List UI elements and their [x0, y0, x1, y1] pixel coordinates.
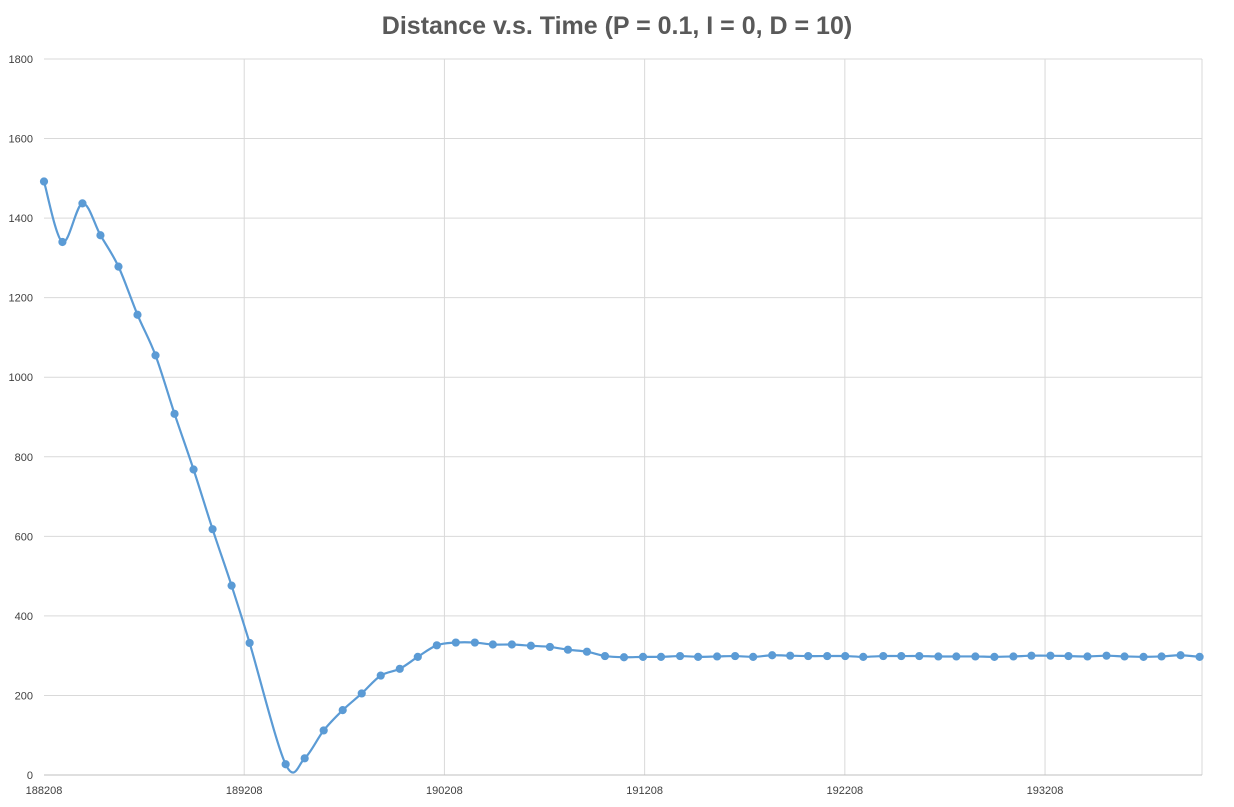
x-tick-label: 188208 — [26, 785, 63, 797]
y-tick-label: 1000 — [9, 372, 33, 384]
data-point — [545, 642, 555, 652]
data-point — [451, 638, 460, 647]
y-tick-label: 200 — [15, 690, 33, 702]
data-point — [656, 652, 666, 661]
x-tick-label: 190208 — [426, 785, 463, 797]
data-point — [915, 651, 924, 661]
y-tick-label: 1600 — [9, 134, 33, 146]
data-point — [300, 754, 309, 763]
data-point — [693, 652, 703, 661]
data-point — [563, 645, 573, 654]
y-tick-label: 800 — [15, 452, 33, 464]
data-point — [1064, 651, 1073, 661]
data-point — [395, 664, 404, 673]
data-point — [96, 231, 105, 240]
data-point — [1139, 652, 1148, 661]
data-point — [1157, 652, 1166, 661]
x-tick-label: 193208 — [1027, 785, 1064, 797]
data-point — [432, 641, 441, 650]
data-point — [749, 652, 758, 661]
data-point — [675, 651, 685, 661]
data-point — [1027, 651, 1036, 660]
data-point — [413, 652, 422, 661]
data-point — [786, 651, 795, 660]
data-point — [823, 651, 832, 661]
data-point — [151, 351, 160, 360]
data-point — [600, 651, 610, 661]
data-point — [526, 641, 536, 650]
data-point — [507, 640, 516, 649]
series-line — [42, 180, 1201, 774]
data-point — [1009, 652, 1018, 661]
data-point — [1195, 652, 1204, 661]
data-point — [859, 652, 868, 661]
data-point — [1083, 652, 1092, 661]
data-point — [1046, 651, 1055, 660]
data-point — [39, 177, 49, 186]
data-point — [1176, 651, 1185, 660]
x-tick-label: 192208 — [826, 785, 863, 797]
data-point — [619, 653, 629, 662]
data-point — [170, 409, 179, 418]
data-point — [934, 652, 943, 661]
data-point — [376, 671, 385, 680]
y-tick-label: 600 — [15, 531, 33, 543]
data-point — [133, 310, 142, 319]
data-point — [1120, 652, 1129, 661]
data-point — [488, 640, 497, 649]
data-point — [768, 651, 777, 660]
data-point — [58, 237, 67, 247]
data-point — [638, 652, 648, 661]
data-point — [338, 706, 347, 715]
y-tick-label: 1400 — [9, 213, 33, 225]
data-point — [357, 689, 366, 698]
y-tick-label: 1200 — [9, 293, 33, 305]
y-tick-label: 1800 — [9, 54, 33, 66]
data-point — [245, 638, 254, 648]
x-tick-label: 189208 — [226, 785, 263, 797]
data-point — [731, 651, 740, 661]
data-point — [712, 652, 722, 661]
data-point — [879, 651, 888, 661]
data-point — [990, 652, 999, 661]
data-point — [189, 465, 198, 474]
data-point — [281, 760, 290, 769]
data-point — [804, 651, 813, 661]
data-point — [841, 651, 850, 661]
data-point — [114, 262, 123, 271]
data-point — [78, 199, 87, 208]
data-point — [470, 638, 479, 647]
data-point — [952, 652, 961, 661]
data-point — [1102, 651, 1111, 660]
data-point — [227, 581, 236, 590]
y-tick-label: 400 — [15, 611, 33, 623]
y-tick-label: 0 — [27, 770, 33, 782]
data-point — [971, 652, 980, 661]
x-tick-label: 191208 — [626, 785, 663, 797]
data-point — [582, 647, 592, 656]
data-point — [208, 525, 217, 534]
data-point — [897, 651, 906, 661]
chart-title: Distance v.s. Time (P = 0.1, I = 0, D = … — [381, 12, 853, 40]
data-point — [319, 726, 328, 735]
